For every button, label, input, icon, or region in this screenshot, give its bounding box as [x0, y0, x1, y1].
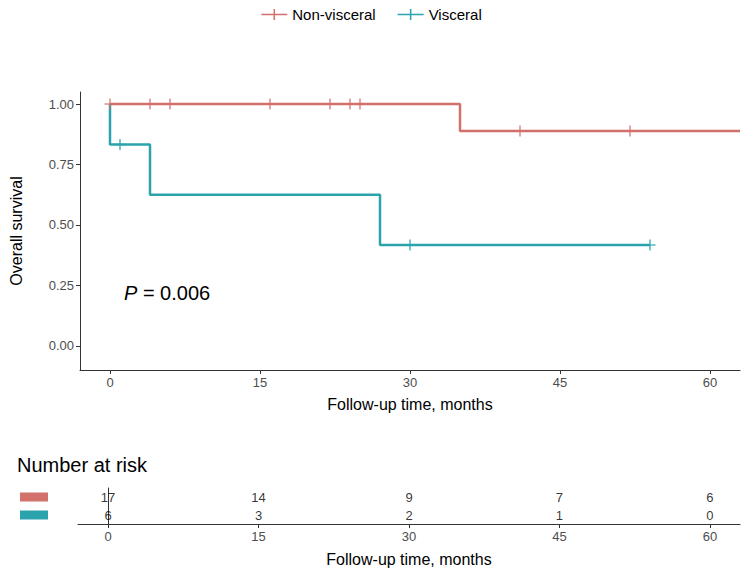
- svg-text:0.75: 0.75: [49, 157, 74, 172]
- svg-text:2: 2: [405, 508, 412, 523]
- svg-text:30: 30: [402, 529, 416, 544]
- svg-text:Follow-up time, months: Follow-up time, months: [327, 396, 492, 413]
- svg-text:0.50: 0.50: [49, 217, 74, 232]
- svg-text:P: P: [124, 282, 138, 304]
- svg-text:15: 15: [251, 529, 265, 544]
- svg-text:Overall survival: Overall survival: [8, 176, 25, 285]
- svg-text:Number at risk: Number at risk: [17, 454, 148, 476]
- svg-text:15: 15: [253, 375, 267, 390]
- svg-text:Visceral: Visceral: [429, 6, 482, 23]
- svg-text:1: 1: [556, 508, 563, 523]
- svg-text:0.00: 0.00: [49, 338, 74, 353]
- svg-text:17: 17: [101, 490, 115, 505]
- svg-text:45: 45: [553, 375, 567, 390]
- svg-text:9: 9: [405, 490, 412, 505]
- svg-text:0.25: 0.25: [49, 278, 74, 293]
- svg-text:60: 60: [703, 529, 717, 544]
- svg-text:0: 0: [104, 529, 111, 544]
- svg-text:3: 3: [255, 508, 262, 523]
- svg-text:6: 6: [706, 490, 713, 505]
- svg-text:0: 0: [706, 508, 713, 523]
- svg-text:6: 6: [104, 508, 111, 523]
- svg-text:Non-visceral: Non-visceral: [292, 6, 375, 23]
- svg-text:Follow-up time, months: Follow-up time, months: [326, 551, 491, 568]
- svg-text:7: 7: [556, 490, 563, 505]
- svg-text:1.00: 1.00: [49, 97, 74, 112]
- svg-text:14: 14: [251, 490, 265, 505]
- svg-text:= 0.006: = 0.006: [137, 282, 210, 304]
- svg-text:30: 30: [403, 375, 417, 390]
- svg-text:60: 60: [703, 375, 717, 390]
- svg-text:45: 45: [552, 529, 566, 544]
- svg-text:0: 0: [106, 375, 113, 390]
